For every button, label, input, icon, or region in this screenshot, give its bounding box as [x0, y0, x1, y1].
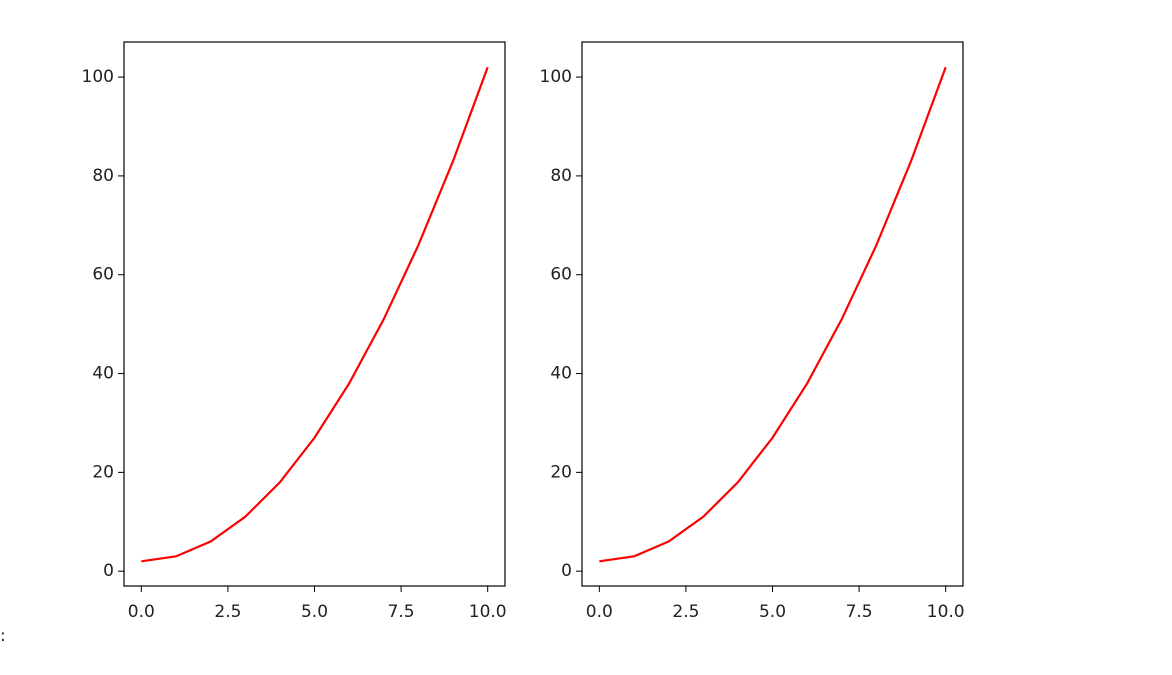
y-tick-label: 40 [92, 364, 114, 384]
axes-frame [123, 41, 506, 587]
y-tick-label: 20 [550, 462, 572, 482]
x-tick-label: 7.5 [388, 602, 415, 622]
y-tick-label: 20 [92, 462, 114, 482]
y-tick-label: 100 [540, 67, 572, 87]
x-tick-label: 7.5 [846, 602, 873, 622]
y-tick-label: 0 [561, 561, 572, 581]
line [599, 66, 947, 563]
y-tick-label: 0 [103, 561, 114, 581]
y-tick-label: 60 [550, 265, 572, 285]
x-tick-label: 5.0 [759, 602, 786, 622]
y-tick-label: 40 [550, 364, 572, 384]
stray-text: : [0, 626, 6, 646]
line [141, 66, 489, 563]
x-tick-label: 0.0 [128, 602, 155, 622]
y-tick-label: 80 [550, 166, 572, 186]
x-tick-label: 10.0 [927, 602, 965, 622]
x-tick-label: 2.5 [672, 602, 699, 622]
y-tick-label: 80 [92, 166, 114, 186]
x-tick-label: 0.0 [586, 602, 613, 622]
x-tick-label: 10.0 [469, 602, 507, 622]
axes-frame [581, 41, 964, 587]
x-tick-label: 5.0 [301, 602, 328, 622]
y-tick-label: 60 [92, 265, 114, 285]
y-tick-label: 100 [82, 67, 114, 87]
x-tick-label: 2.5 [214, 602, 241, 622]
